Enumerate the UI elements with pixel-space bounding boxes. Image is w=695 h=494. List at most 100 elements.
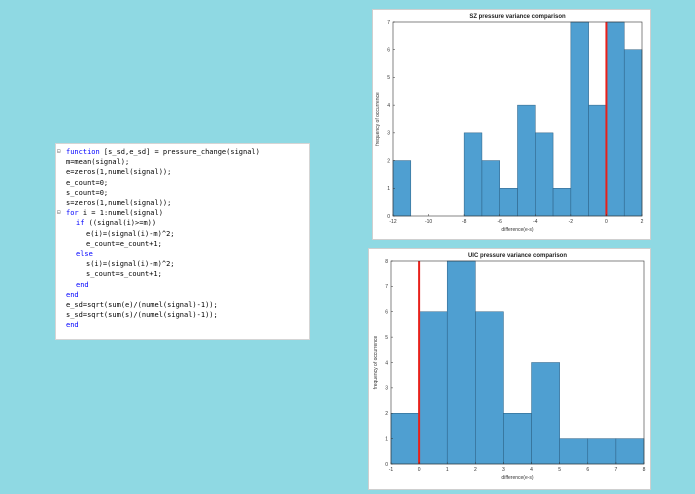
uic-histogram-figure: UIC pressure variance comparison -1 0 1 2 3 4 5…	[368, 248, 651, 490]
code-text: s(i)=(signal(i)-m)^2;	[86, 260, 175, 269]
y-tick-label: 7	[387, 20, 390, 26]
x-tick-label: 6	[586, 467, 589, 473]
code-line: e_count=0;	[56, 178, 309, 188]
x-tick-label: 5	[558, 467, 561, 473]
code-line: end	[56, 280, 309, 290]
sz-histogram-chart: SZ pressure variance comparison -12 -10 -8 -…	[375, 14, 644, 233]
code-text: [s_sd,e_sd] = pressure_change(signal)	[99, 148, 260, 156]
histogram-bar	[418, 311, 448, 465]
histogram-bar	[623, 49, 643, 217]
histogram-bar	[606, 21, 625, 217]
code-keyword: end	[76, 280, 89, 289]
x-tick-label: 8	[643, 467, 646, 473]
y-tick-label: 4	[385, 360, 388, 366]
code-line: s(i)=(signal(i)-m)^2;	[56, 259, 309, 269]
histogram-bar	[552, 188, 572, 217]
x-tick-label: -8	[462, 219, 467, 225]
code-line: s=zeros(1,numel(signal));	[56, 198, 309, 208]
x-tick-label: 7	[614, 467, 617, 473]
y-axis-label: frequency of occurrence	[375, 92, 381, 146]
code-line: else	[56, 249, 309, 259]
code-line: end	[56, 290, 309, 300]
histogram-bar	[392, 160, 412, 217]
x-tick-label: -1	[389, 467, 394, 473]
histogram-bar	[587, 438, 617, 465]
y-tick-label: 2	[387, 158, 390, 164]
code-text: s_sd=sqrt(sum(s)/(numel(signal)-1));	[66, 311, 218, 320]
x-tick-label: 4	[530, 467, 533, 473]
code-fold-toggle-icon[interactable]: ⊟	[57, 148, 61, 155]
code-keyword: else	[76, 250, 93, 258]
x-tick-label: -4	[533, 219, 538, 225]
y-tick-label: 0	[385, 462, 388, 468]
x-tick-label: 1	[446, 467, 449, 473]
histogram-bar	[481, 160, 500, 217]
code-text: e=zeros(1,numel(signal));	[66, 168, 172, 177]
y-axis-label: frequency of occurrence	[373, 335, 379, 389]
code-line: e_sd=sqrt(sum(e)/(numel(signal)-1));	[56, 300, 309, 310]
code-keyword: end	[66, 290, 79, 299]
x-tick-label: 2	[641, 219, 644, 225]
y-tick-label: 2	[385, 411, 388, 417]
x-tick-label: 0	[418, 467, 421, 473]
code-line: e(i)=(signal(i)-m)^2;	[56, 229, 309, 239]
code-text: ((signal(i)>=m))	[84, 219, 157, 228]
code-line: ⊟ for i = 1:numel(signal)	[56, 208, 309, 218]
x-axis-label: difference(e-s)	[501, 475, 533, 481]
code-text: e_count=0;	[66, 178, 109, 187]
x-tick-label: -6	[497, 219, 502, 225]
uic-histogram-chart: UIC pressure variance comparison-1 0 1 2 3 4 5…	[373, 253, 646, 481]
histogram-bar	[499, 188, 518, 217]
chart-title: SZ pressure variance comparison	[469, 14, 566, 20]
y-tick-label: 1	[387, 186, 390, 192]
y-tick-label: 0	[387, 214, 390, 220]
code-text: s=zeros(1,numel(signal));	[66, 199, 172, 207]
code-text: e(i)=(signal(i)-m)^2;	[86, 229, 175, 238]
y-tick-label: 3	[385, 386, 388, 392]
chart-title: UIC pressure variance comparison	[468, 253, 567, 259]
code-keyword: end	[66, 321, 79, 330]
code-keyword: if	[76, 219, 85, 228]
y-tick-label: 5	[385, 335, 388, 341]
y-tick-label: 5	[387, 75, 390, 81]
x-tick-label: 2	[474, 467, 477, 473]
histogram-bar	[570, 21, 589, 217]
code-text: e_count=e_count+1;	[86, 239, 162, 248]
histogram-bar	[559, 438, 589, 465]
code-line: s_sd=sqrt(sum(s)/(numel(signal)-1));	[56, 310, 309, 320]
y-tick-label: 8	[385, 259, 388, 265]
histogram-bar	[588, 104, 607, 217]
x-axis-label: difference(e-s)	[501, 227, 533, 233]
plot-axes-box	[392, 21, 643, 217]
code-text: s_count=0;	[66, 188, 109, 197]
histogram-bar	[463, 132, 483, 217]
code-line: e_count=e_count+1;	[56, 239, 309, 249]
code-text: i = 1:numel(signal)	[78, 209, 163, 218]
code-fold-toggle-icon[interactable]: ⊟	[57, 209, 61, 217]
code-line: e=zeros(1,numel(signal));	[56, 167, 309, 177]
code-keyword: for	[66, 209, 79, 218]
code-text: m=mean(signal);	[66, 158, 130, 167]
code-editor-panel[interactable]: ⊟ function [s_sd,e_sd] = pressure_change(…	[55, 143, 310, 340]
histogram-bar	[503, 413, 532, 465]
histogram-bar	[615, 438, 645, 465]
code-text: s_count=s_count+1;	[86, 270, 162, 279]
code-line: m=mean(signal);	[56, 157, 309, 167]
code-text: e_sd=sqrt(sum(e)/(numel(signal)-1));	[66, 301, 218, 309]
histogram-bar	[446, 260, 476, 465]
x-tick-label: -12	[389, 219, 396, 225]
y-tick-label: 3	[387, 131, 390, 137]
x-tick-label: 0	[605, 219, 608, 225]
code-line: s_count=0;	[56, 188, 309, 198]
code-line: end	[56, 320, 309, 330]
y-tick-label: 1	[385, 436, 388, 442]
code-line: s_count=s_count+1;	[56, 269, 309, 279]
y-tick-label: 4	[387, 103, 390, 109]
y-tick-label: 6	[385, 310, 388, 316]
histogram-bar	[390, 413, 420, 465]
x-tick-label: 3	[502, 467, 505, 473]
x-tick-label: -10	[425, 219, 432, 225]
y-tick-label: 6	[387, 48, 390, 54]
histogram-bar	[475, 311, 504, 465]
code-line: if ((signal(i)>=m))	[56, 218, 309, 228]
